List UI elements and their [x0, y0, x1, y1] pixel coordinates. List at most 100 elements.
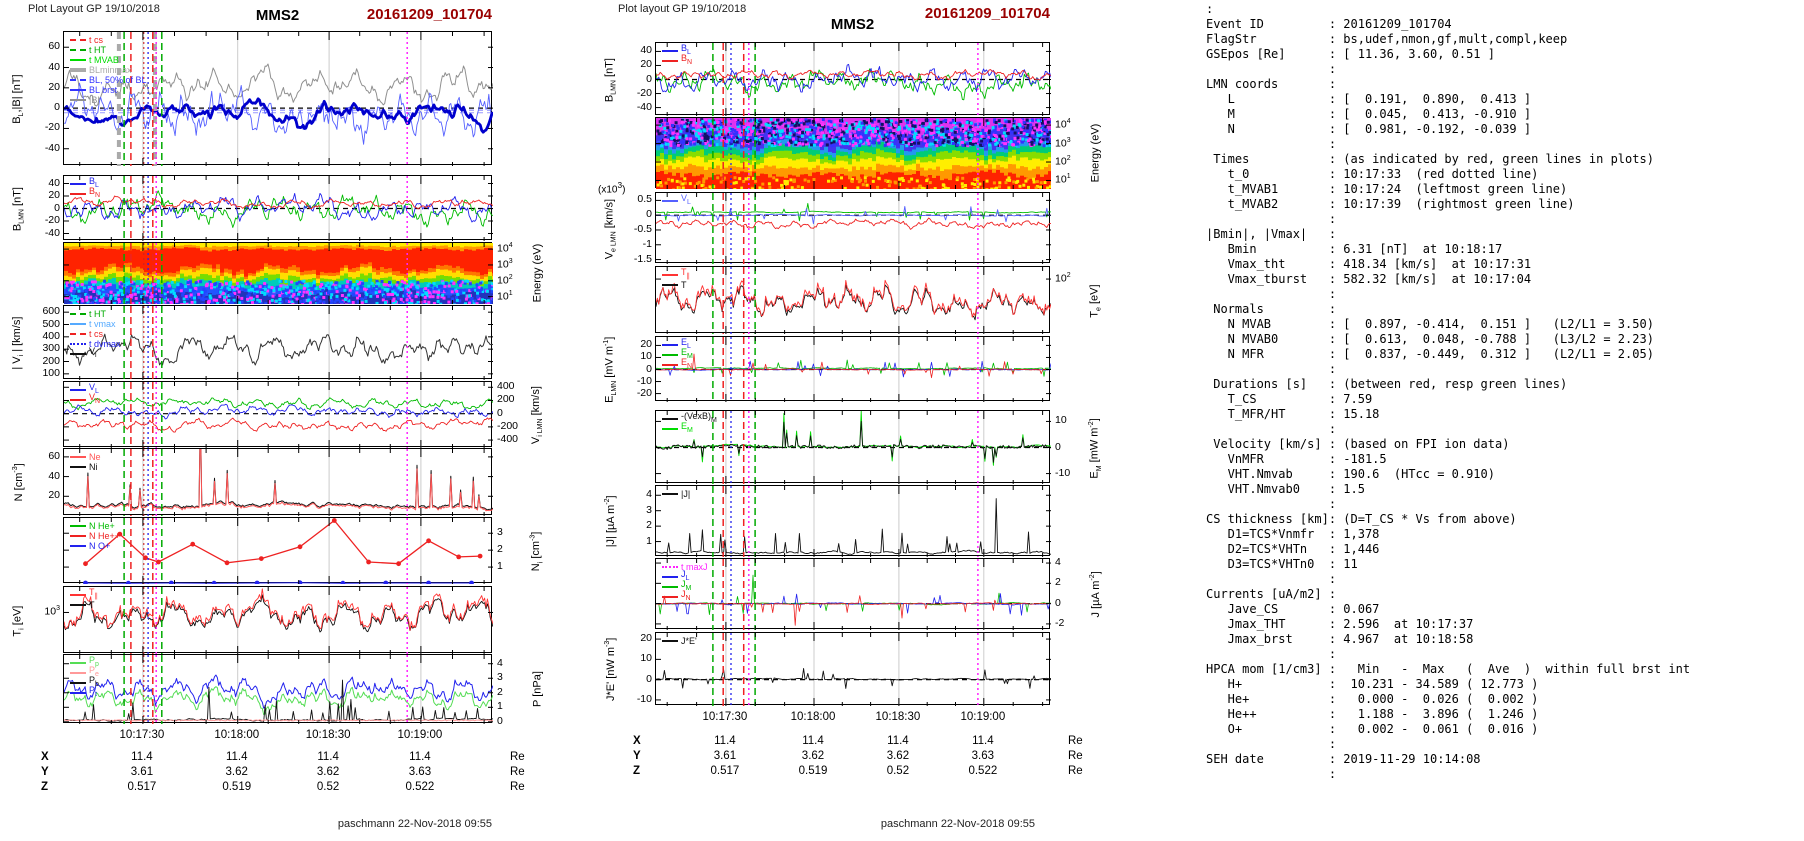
info-line: Normals :: [1206, 302, 1337, 316]
y-tick-label: 1: [497, 700, 503, 713]
y-tick-label: -10: [1055, 466, 1071, 479]
legend-label: T∥: [89, 587, 98, 601]
info-line: N MVAB0 : [ 0.613, 0.048, -0.788 ] (L3/L…: [1206, 332, 1654, 346]
legend-label: |B|: [89, 94, 100, 105]
info-line: t_0 : 10:17:33 (red dotted line): [1206, 167, 1539, 181]
panel-y-axis-label: Ni [cm-3]: [529, 531, 545, 572]
panel-y-axis-label: |J| [µA m-2]: [603, 494, 617, 547]
legend-entry: N O+: [70, 541, 120, 551]
legend-entry: t maxJ: [662, 562, 708, 572]
legend-line-sample: [662, 418, 678, 420]
y-tick-label: 300: [42, 342, 60, 355]
plot-panel-left-3: 104 103 102 101 Energy (eV): [63, 242, 543, 304]
y-tick-label: 10: [640, 652, 652, 665]
legend-line-sample: [70, 672, 86, 674]
legend-line-sample: [70, 682, 86, 684]
plot-panel-left-6: 60 40 20 N [cm-3] Ne Ni: [12, 448, 493, 516]
legend-line-sample: [70, 49, 86, 51]
ephemeris-row-label: X: [41, 751, 49, 763]
legend-line-sample: [70, 79, 86, 81]
panel-canvas: [656, 118, 1051, 189]
y-tick-label: -20: [44, 121, 60, 134]
ephemeris-value: 0.52: [886, 765, 910, 777]
y-tick-label: 60: [48, 449, 60, 462]
panel-legend: T∥ T: [662, 267, 690, 290]
ephemeris-value: 11.4: [887, 735, 909, 747]
legend-label: VL: [89, 382, 99, 396]
y-tick-label: -1.5: [633, 252, 652, 265]
panel-y-axis-label: Ti [eV]: [10, 605, 26, 637]
info-line: :: [1206, 737, 1337, 751]
legend-line-sample: [662, 354, 678, 356]
legend-entry: t dvmax: [70, 339, 121, 349]
panel-canvas: [64, 176, 493, 241]
legend-entry: Vi: [70, 346, 121, 359]
y-tick-label: -20: [44, 214, 60, 226]
y-tick-label: -1: [642, 237, 652, 250]
info-line: Bmin : 6.31 [nT] at 10:18:17: [1206, 242, 1503, 256]
ephemeris-value: 0.52: [316, 781, 340, 793]
y-tick-label: 10: [1055, 414, 1067, 427]
legend-label: VL: [681, 193, 691, 207]
y-tick-label: 101: [1055, 173, 1071, 186]
panel-y-axis-label: BL,|B| [nT]: [10, 74, 26, 124]
legend-entry: VN: [70, 392, 100, 405]
legend-line-sample: [662, 274, 678, 276]
legend-label: Ni: [89, 461, 98, 472]
info-line: HPCA mom [1/cm3] : Min - Max ( Ave ) wit…: [1206, 662, 1691, 676]
y-tick-label: 0: [497, 406, 503, 419]
panel-legend: VL VN: [70, 382, 100, 405]
y-tick-label: -20: [636, 86, 652, 99]
y-tick-label: 600: [42, 305, 60, 318]
y-tick-label: 40: [640, 44, 652, 57]
y-tick-label: 0: [646, 672, 652, 685]
y-tick-label: 104: [1055, 118, 1071, 131]
plot-panel-middle-9: 20 10 0 -10 J*E' [nW m-3] J*E': [604, 632, 1051, 706]
plot-panel-middle-3: 0.5 0 -0.5 -1 -1.5 Ve LMN [km/s] (x103) VL: [598, 180, 1051, 265]
ephemeris-row-label: X: [633, 735, 641, 747]
y-tick-label: 4: [497, 656, 503, 669]
ephemeris-row-label: Z: [41, 781, 49, 793]
panel-canvas: [64, 382, 493, 448]
info-panel: : Event ID : 20161209_101704 FlagStr : bs,…: [1206, 2, 1690, 782]
legend-line-sample: [662, 60, 678, 62]
info-line: M : [ 0.045, 0.413, -0.910 ]: [1206, 107, 1532, 121]
legend-entry: VL: [662, 193, 691, 207]
legend-label: JL: [681, 569, 690, 583]
panel-y-axis-label: Energy (eV): [531, 243, 543, 302]
legend-label: JM: [681, 579, 692, 593]
legend-line-sample: [70, 604, 86, 606]
ephemeris-value: 0.519: [798, 765, 828, 777]
ephemeris-unit: Re: [1068, 765, 1083, 777]
ephemeris-value: 11.4: [409, 751, 431, 763]
time-axis-label: 10:18:30: [875, 711, 921, 723]
panel-canvas: [656, 633, 1051, 706]
legend-line-sample: [70, 39, 86, 41]
left-plot-title: MMS2: [255, 7, 300, 24]
legend-entry: Ni: [70, 462, 101, 472]
legend-label: EM: [681, 421, 693, 435]
legend-line-sample: [662, 493, 678, 495]
y-tick-label: -10: [636, 374, 652, 387]
middle-plot-layout-label: Plot layout GP 19/10/2018: [618, 3, 747, 15]
info-line: Durations [s] : (between red, resp green…: [1206, 377, 1568, 391]
legend-entry: Pb: [70, 675, 99, 688]
panel-legend: BL BN: [662, 43, 692, 66]
legend-entry: t HT: [70, 45, 147, 55]
info-line: Times : (as indicated by red, green line…: [1206, 152, 1654, 166]
legend-line-sample: [70, 545, 86, 547]
panel-legend: J*E': [662, 636, 697, 646]
plot-panel-middle-8: 4 2 0 -2 J [µA m-2] t maxJ JL JM JN: [655, 556, 1101, 630]
panel-legend: EL EM EN: [662, 337, 693, 370]
panel-canvas: [656, 411, 1051, 484]
legend-entry: JL: [662, 569, 708, 583]
info-line: T_MFR/HT : 15.18: [1206, 407, 1380, 421]
ephemeris-unit: Re: [510, 781, 525, 793]
info-line: Event ID : 20161209_101704: [1206, 17, 1452, 31]
legend-label: T: [89, 599, 95, 610]
legend-line-sample: [70, 353, 86, 355]
legend-entry: BL brst: [70, 85, 147, 95]
y-tick-label: 200: [497, 393, 515, 406]
y-tick-label: -20: [636, 386, 652, 399]
info-line: Jmax_THT : 2.596 at 10:17:37: [1206, 617, 1474, 631]
